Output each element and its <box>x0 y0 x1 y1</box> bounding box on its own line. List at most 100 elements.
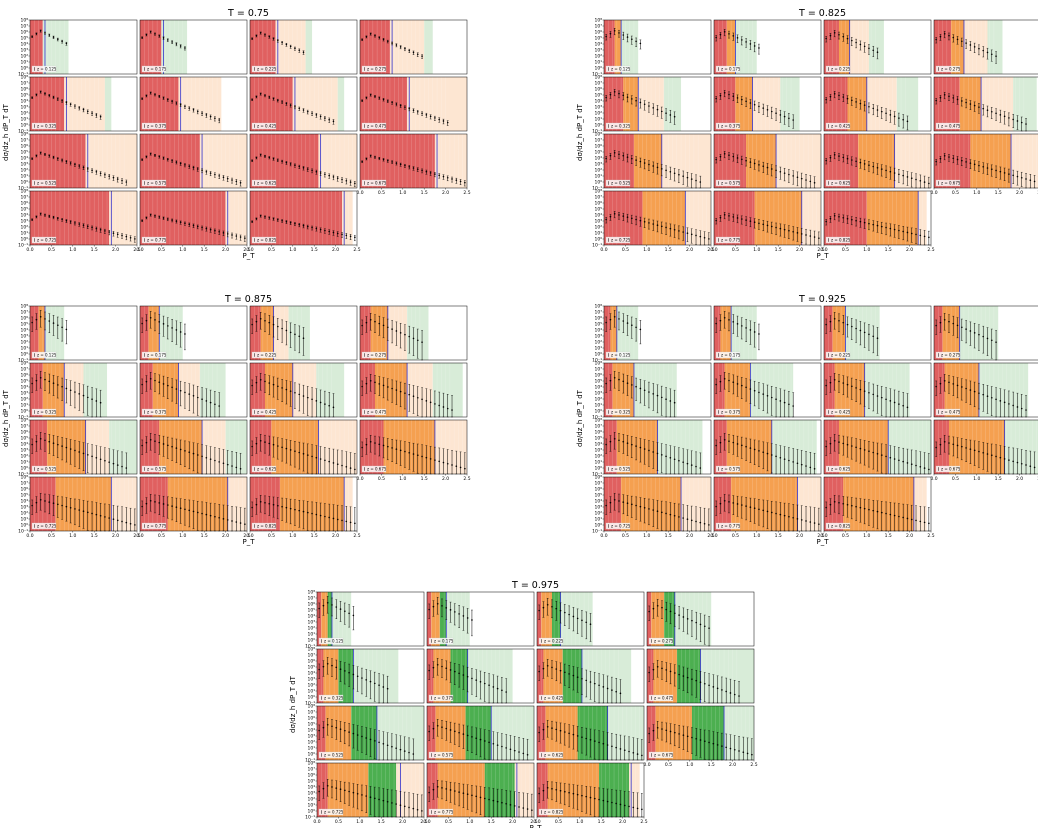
data-point <box>783 228 786 231</box>
data-point <box>354 182 356 185</box>
data-point <box>995 55 997 57</box>
y-tick-label: 10⁵ <box>20 93 28 99</box>
data-point <box>863 221 866 224</box>
data-point <box>277 218 279 221</box>
data-point <box>179 45 182 47</box>
data-point <box>673 172 676 175</box>
data-point <box>251 323 253 326</box>
data-point <box>167 325 169 327</box>
data-point <box>201 112 203 114</box>
subplot: z = 0.375 <box>713 76 822 132</box>
data-point <box>613 213 616 215</box>
subplot: z = 0.475 <box>359 76 468 132</box>
data-point <box>889 227 892 230</box>
data-point <box>319 228 322 231</box>
data-point <box>965 42 967 44</box>
data-point <box>158 155 161 158</box>
data-point <box>965 101 967 104</box>
data-point <box>121 179 123 182</box>
data-point <box>387 159 389 162</box>
data-point <box>272 97 275 100</box>
data-point <box>361 385 363 388</box>
subplot-frame <box>713 76 822 132</box>
data-point <box>952 157 955 160</box>
data-point <box>285 102 288 105</box>
data-point <box>141 36 143 39</box>
data-point <box>264 441 266 443</box>
data-point <box>255 320 258 323</box>
data-point <box>289 45 292 48</box>
data-point <box>158 216 161 218</box>
data-point <box>851 99 853 102</box>
region-light_green <box>621 20 639 74</box>
data-point <box>162 217 165 219</box>
data-point <box>736 37 739 39</box>
data-point <box>214 173 216 176</box>
data-point <box>302 395 305 397</box>
y-tick-label: 10⁶ <box>20 430 28 436</box>
region-light_orange <box>434 134 467 188</box>
z-label: z = 0.275 <box>367 353 387 358</box>
y-tick-label: 10⁻¹ <box>592 129 602 135</box>
y-tick-label: 10⁷ <box>20 24 28 30</box>
data-point <box>395 389 398 391</box>
data-point <box>86 396 89 399</box>
region-red <box>824 20 839 74</box>
data-point <box>272 217 275 220</box>
data-point <box>1003 172 1006 174</box>
data-point <box>69 448 72 450</box>
data-point <box>451 178 453 180</box>
data-point <box>259 32 262 34</box>
data-point <box>35 379 38 382</box>
data-point <box>387 100 389 102</box>
data-point <box>956 98 959 101</box>
data-point <box>902 118 904 121</box>
data-point <box>613 30 616 32</box>
data-point <box>648 222 650 224</box>
data-point <box>829 156 832 159</box>
data-point <box>298 393 301 396</box>
y-tick-label: 10⁶ <box>20 373 28 379</box>
region-red <box>250 306 261 360</box>
data-point <box>235 466 238 469</box>
data-point <box>315 400 318 402</box>
data-point <box>244 237 246 239</box>
data-point <box>1033 180 1036 183</box>
data-point <box>412 167 415 169</box>
y-tick-label: 10⁸ <box>594 132 602 138</box>
data-point <box>175 161 178 163</box>
data-point <box>703 236 706 239</box>
y-tick-label: 10⁷ <box>20 310 28 316</box>
y-tick-label: 10⁸ <box>594 75 602 81</box>
data-point <box>125 181 128 183</box>
z-label: z = 0.325 <box>37 410 57 415</box>
y-tick-label: 10⁴ <box>20 42 28 48</box>
region-light_orange <box>801 191 821 245</box>
x-tick-label: 1.0 <box>179 247 186 253</box>
data-point <box>188 451 191 454</box>
data-point <box>429 115 432 118</box>
data-point <box>214 459 216 462</box>
x-tick-label: 0.5 <box>622 247 629 253</box>
data-point <box>969 162 972 164</box>
data-point <box>259 318 262 320</box>
z-label-box <box>31 236 57 244</box>
subplot-frame <box>823 19 932 75</box>
data-point <box>745 159 747 162</box>
z-label: z = 0.725 <box>37 238 57 243</box>
x-tick-label: 0.5 <box>842 247 849 253</box>
z-label-box <box>141 351 167 359</box>
data-point <box>141 219 143 222</box>
y-tick-label: 10⁴ <box>594 99 602 105</box>
data-point <box>365 382 368 385</box>
y-tick-label: 10⁰ <box>20 523 28 529</box>
data-point <box>648 105 650 107</box>
data-point <box>289 449 292 451</box>
y-tick-label: 10⁸ <box>20 132 28 138</box>
data-point <box>999 170 1002 173</box>
data-point <box>162 443 165 445</box>
data-point <box>809 235 812 237</box>
data-point <box>44 500 46 502</box>
